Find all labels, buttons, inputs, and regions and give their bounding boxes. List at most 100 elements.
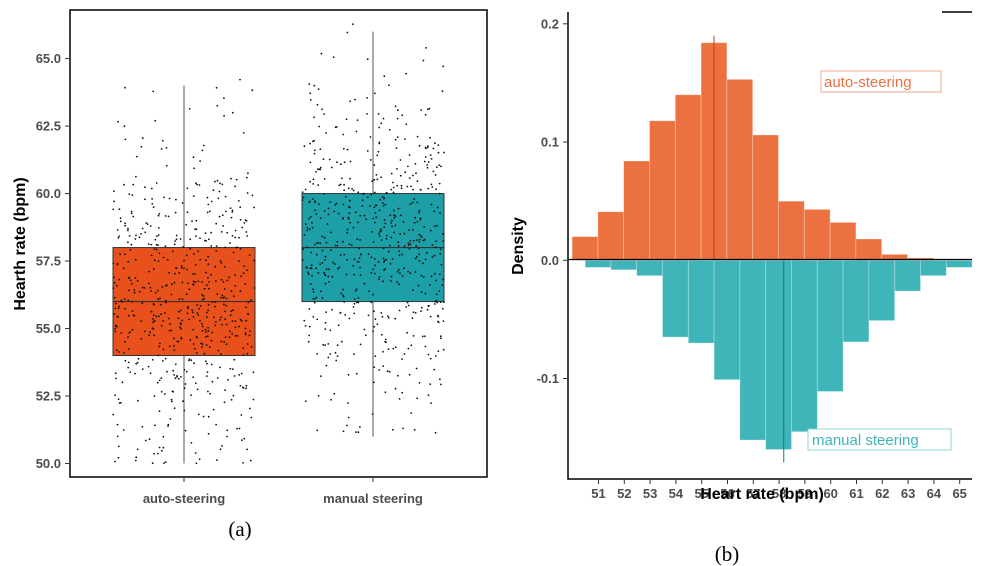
boxplot-point: [225, 304, 227, 307]
boxplot-point: [121, 381, 124, 384]
boxplot-point: [199, 160, 202, 163]
boxplot-point: [409, 240, 412, 242]
boxplot-point: [201, 293, 204, 296]
boxplot-point: [410, 185, 412, 188]
boxplot-point: [239, 384, 242, 387]
boxplot-point: [228, 330, 231, 333]
boxplot-point: [116, 263, 119, 266]
boxplot-point: [247, 312, 249, 315]
boxplot-point: [169, 323, 172, 326]
boxplot-point: [173, 407, 176, 410]
legend-auto-steering: auto-steering: [820, 70, 942, 93]
boxplot-point: [359, 274, 362, 276]
boxplot-point: [238, 325, 240, 328]
boxplot-point: [399, 159, 402, 161]
boxplot-point: [127, 366, 130, 369]
boxplot-point: [353, 302, 356, 305]
boxplot-point: [359, 266, 361, 269]
boxplot-point: [329, 329, 332, 332]
boxplot-point: [353, 273, 355, 276]
histogram-plot-frame: [567, 12, 972, 480]
boxplot-point: [409, 203, 412, 205]
boxplot-point: [153, 334, 156, 337]
histogram-y-tick-label: 0.2: [541, 16, 559, 31]
boxplot-point: [420, 274, 423, 277]
boxplot-point: [442, 278, 444, 281]
boxplot-y-tick-label: 50.0: [36, 456, 61, 471]
boxplot-point: [218, 190, 221, 193]
boxplot-point: [112, 262, 115, 265]
histogram-bar-auto-steering: [752, 134, 779, 261]
boxplot-point: [437, 144, 440, 147]
boxplot-point: [210, 273, 213, 276]
boxplot-point: [231, 111, 234, 114]
boxplot-point: [206, 335, 209, 338]
boxplot-point: [413, 198, 416, 201]
boxplot-point: [358, 257, 361, 259]
boxplot-point: [124, 253, 126, 256]
boxplot-point: [239, 78, 241, 81]
boxplot-point: [353, 298, 356, 300]
boxplot-point: [201, 346, 203, 348]
boxplot-point: [333, 392, 336, 395]
boxplot-point: [317, 242, 319, 244]
boxplot-point: [234, 326, 237, 329]
boxplot-point: [207, 263, 210, 266]
boxplot-point: [393, 214, 396, 217]
boxplot-point: [440, 335, 442, 338]
histogram-x-tick-label: 55: [694, 486, 708, 501]
boxplot-point: [355, 301, 358, 304]
boxplot-point: [438, 164, 440, 167]
boxplot-point: [219, 448, 222, 451]
boxplot-point: [155, 182, 158, 184]
boxplot-point: [188, 318, 191, 321]
histogram-y-axis-title: Density: [510, 217, 527, 275]
boxplot-point: [378, 276, 381, 278]
boxplot-point: [382, 202, 384, 205]
boxplot-point: [173, 374, 176, 376]
boxplot-point: [357, 221, 359, 224]
boxplot-point: [180, 376, 182, 378]
boxplot-point: [154, 238, 157, 241]
boxplot-point: [205, 271, 207, 274]
boxplot-point: [134, 238, 137, 240]
boxplot-point: [229, 242, 231, 244]
boxplot-point: [243, 265, 246, 267]
boxplot-point: [434, 431, 437, 434]
boxplot-point: [160, 377, 163, 379]
boxplot-point: [219, 182, 221, 185]
boxplot-point: [168, 197, 171, 200]
histogram-bar-auto-steering: [778, 200, 805, 261]
boxplot-point: [160, 303, 162, 306]
boxplot-point: [218, 215, 221, 218]
boxplot-point: [170, 293, 173, 296]
boxplot-point: [355, 288, 358, 291]
boxplot-point: [118, 208, 121, 211]
boxplot-point: [245, 306, 247, 309]
boxplot-point: [332, 56, 335, 58]
boxplot-point: [194, 264, 197, 266]
boxplot-point: [374, 264, 376, 267]
boxplot-point: [244, 333, 247, 336]
boxplot-point: [418, 382, 421, 384]
boxplot-point: [354, 98, 356, 101]
boxplot-point: [124, 86, 126, 89]
boxplot-point: [151, 203, 154, 205]
boxplot-point: [208, 287, 210, 290]
boxplot-point: [164, 245, 167, 248]
boxplot-point: [304, 325, 307, 327]
boxplot-y-tick-label: 55.0: [36, 321, 61, 336]
boxplot-point: [140, 233, 142, 235]
boxplot-point: [225, 323, 228, 326]
boxplot-point: [418, 241, 421, 243]
boxplot-point: [217, 349, 220, 352]
boxplot-point: [178, 271, 181, 274]
boxplot-point: [349, 221, 351, 224]
boxplot-point: [308, 228, 311, 231]
boxplot-point: [400, 187, 403, 190]
boxplot-point: [418, 238, 421, 241]
boxplot-point: [308, 325, 311, 328]
boxplot-point: [433, 210, 436, 213]
boxplot-point: [116, 423, 119, 426]
boxplot-point: [141, 286, 144, 289]
